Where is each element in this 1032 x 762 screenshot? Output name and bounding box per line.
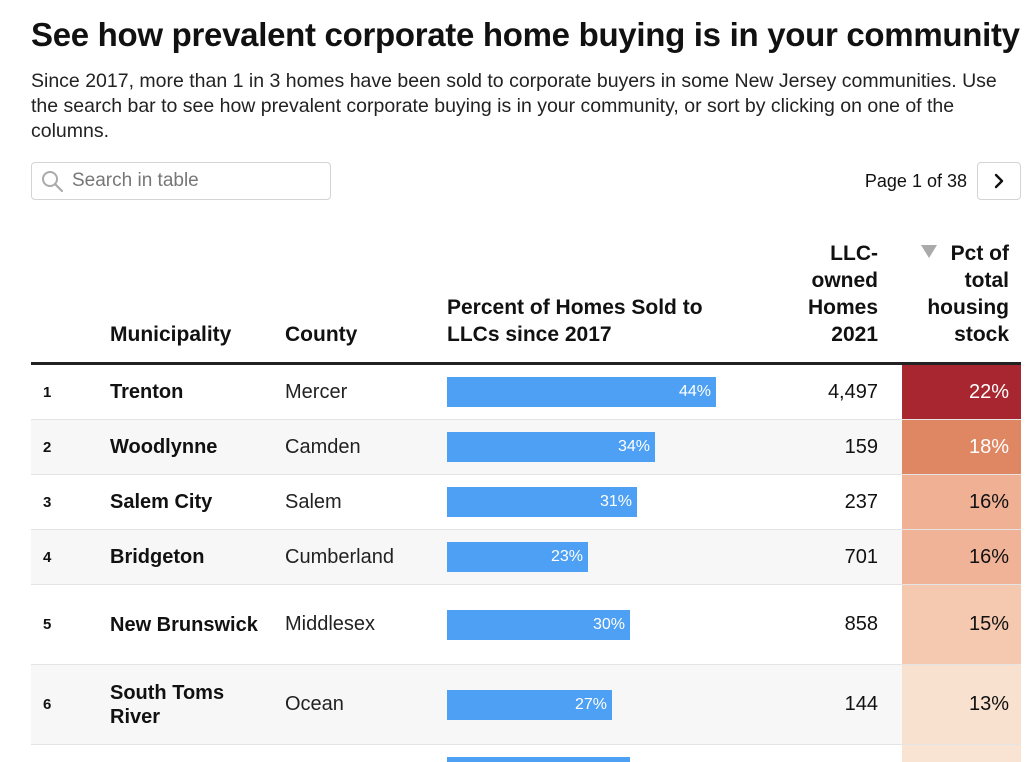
- pct-sold-label: 27%: [574, 695, 607, 713]
- pct-sold-bar: 30%: [447, 609, 630, 640]
- table-header: Municipality County Percent of Homes Sol…: [31, 230, 1021, 365]
- column-header-pct-stock[interactable]: Pct of total housing stock: [901, 240, 1009, 348]
- pct-stock-cell: 16%: [902, 475, 1021, 529]
- pct-sold-bar: 27%: [447, 689, 612, 720]
- pct-sold-label: 30%: [592, 615, 625, 633]
- table-row: 3 Salem City Salem 31% 237 16%: [31, 475, 1021, 530]
- municipality-cell: South Toms River: [110, 681, 225, 728]
- pct-sold-bar: [447, 757, 630, 762]
- pct-stock-cell: [902, 745, 1021, 762]
- county-cell: Salem: [285, 490, 342, 513]
- llc-owned-cell: 159: [844, 435, 878, 458]
- llc-owned-cell: 701: [844, 545, 878, 568]
- county-cell: Cumberland: [285, 545, 394, 568]
- county-cell: Camden: [285, 435, 361, 458]
- sort-descending-icon: [920, 245, 937, 258]
- pct-sold-label: 31%: [599, 493, 632, 510]
- county-cell: Ocean: [285, 693, 344, 715]
- rank-cell: 6: [43, 696, 52, 713]
- rank-cell: 2: [43, 438, 52, 456]
- rank-cell: 4: [43, 548, 52, 566]
- table-row: 2 Woodlynne Camden 34% 159 18%: [31, 420, 1021, 475]
- county-cell: Middlesex: [285, 613, 376, 635]
- pct-sold-cell: 44%: [447, 365, 767, 419]
- pct-stock-cell: 22%: [902, 365, 1021, 419]
- municipality-cell: New Brunswick: [110, 613, 258, 636]
- county-cell: Mercer: [285, 380, 348, 403]
- pct-sold-bar: 31%: [447, 487, 637, 517]
- pct-stock-cell: 15%: [902, 585, 1021, 664]
- page-indicator: Page 1 of 38: [864, 170, 967, 191]
- column-header-pct-sold[interactable]: Percent of Homes Sold to LLCs since 2017: [447, 296, 703, 346]
- column-header-pct-stock-label: Pct of total housing stock: [927, 242, 1009, 346]
- pct-stock-cell: 16%: [902, 530, 1021, 584]
- search-box[interactable]: [31, 162, 331, 200]
- municipality-cell: Salem City: [110, 491, 213, 513]
- pct-sold-label: 34%: [617, 438, 650, 455]
- municipality-cell: Trenton: [110, 381, 184, 403]
- next-page-button[interactable]: [977, 162, 1021, 200]
- search-input[interactable]: [72, 170, 322, 192]
- pct-sold-cell: 30%: [447, 585, 767, 664]
- rank-cell: 5: [43, 616, 52, 633]
- table-row: 4 Bridgeton Cumberland 23% 701 16%: [31, 530, 1021, 585]
- rank-cell: 1: [43, 383, 52, 401]
- pct-sold-cell: 31%: [447, 475, 767, 529]
- table-row-partial: [31, 745, 1021, 762]
- pct-sold-label: 23%: [550, 548, 583, 565]
- pct-sold-cell: 34%: [447, 420, 767, 474]
- table-row: 5 New Brunswick Middlesex 30% 858 15%: [31, 585, 1021, 665]
- column-header-county[interactable]: County: [285, 323, 358, 346]
- search-icon: [42, 171, 64, 193]
- llc-owned-cell: 858: [844, 613, 878, 635]
- llc-owned-cell: 4,497: [827, 380, 878, 403]
- municipality-cell: Woodlynne: [110, 436, 218, 458]
- chevron-right-icon: [994, 173, 1004, 189]
- table-row: 6 South Toms River Ocean 27% 144 13%: [31, 665, 1021, 745]
- rank-cell: 3: [43, 493, 52, 511]
- pct-sold-bar: 23%: [447, 542, 588, 572]
- data-table: Municipality County Percent of Homes Sol…: [31, 230, 1021, 762]
- column-header-llc-owned[interactable]: LLC-owned Homes 2021: [807, 242, 878, 346]
- pagination: Page 1 of 38: [865, 162, 1021, 200]
- page-description: Since 2017, more than 1 in 3 homes have …: [31, 70, 997, 142]
- pct-stock-cell: 13%: [902, 665, 1021, 744]
- pct-sold-label: 44%: [678, 383, 711, 400]
- llc-owned-cell: 144: [844, 693, 878, 715]
- municipality-cell: Bridgeton: [110, 546, 205, 568]
- page-title: See how prevalent corporate home buying …: [31, 16, 1020, 53]
- pct-sold-bar: 44%: [447, 377, 716, 407]
- llc-owned-cell: 237: [844, 490, 878, 513]
- table-row: 1 Trenton Mercer 44% 4,497 22%: [31, 365, 1021, 420]
- column-header-municipality[interactable]: Municipality: [110, 323, 232, 346]
- pct-sold-bar: 34%: [447, 432, 655, 462]
- pct-stock-cell: 18%: [902, 420, 1021, 474]
- pct-sold-cell: 27%: [447, 665, 767, 744]
- pct-sold-cell: 23%: [447, 530, 767, 584]
